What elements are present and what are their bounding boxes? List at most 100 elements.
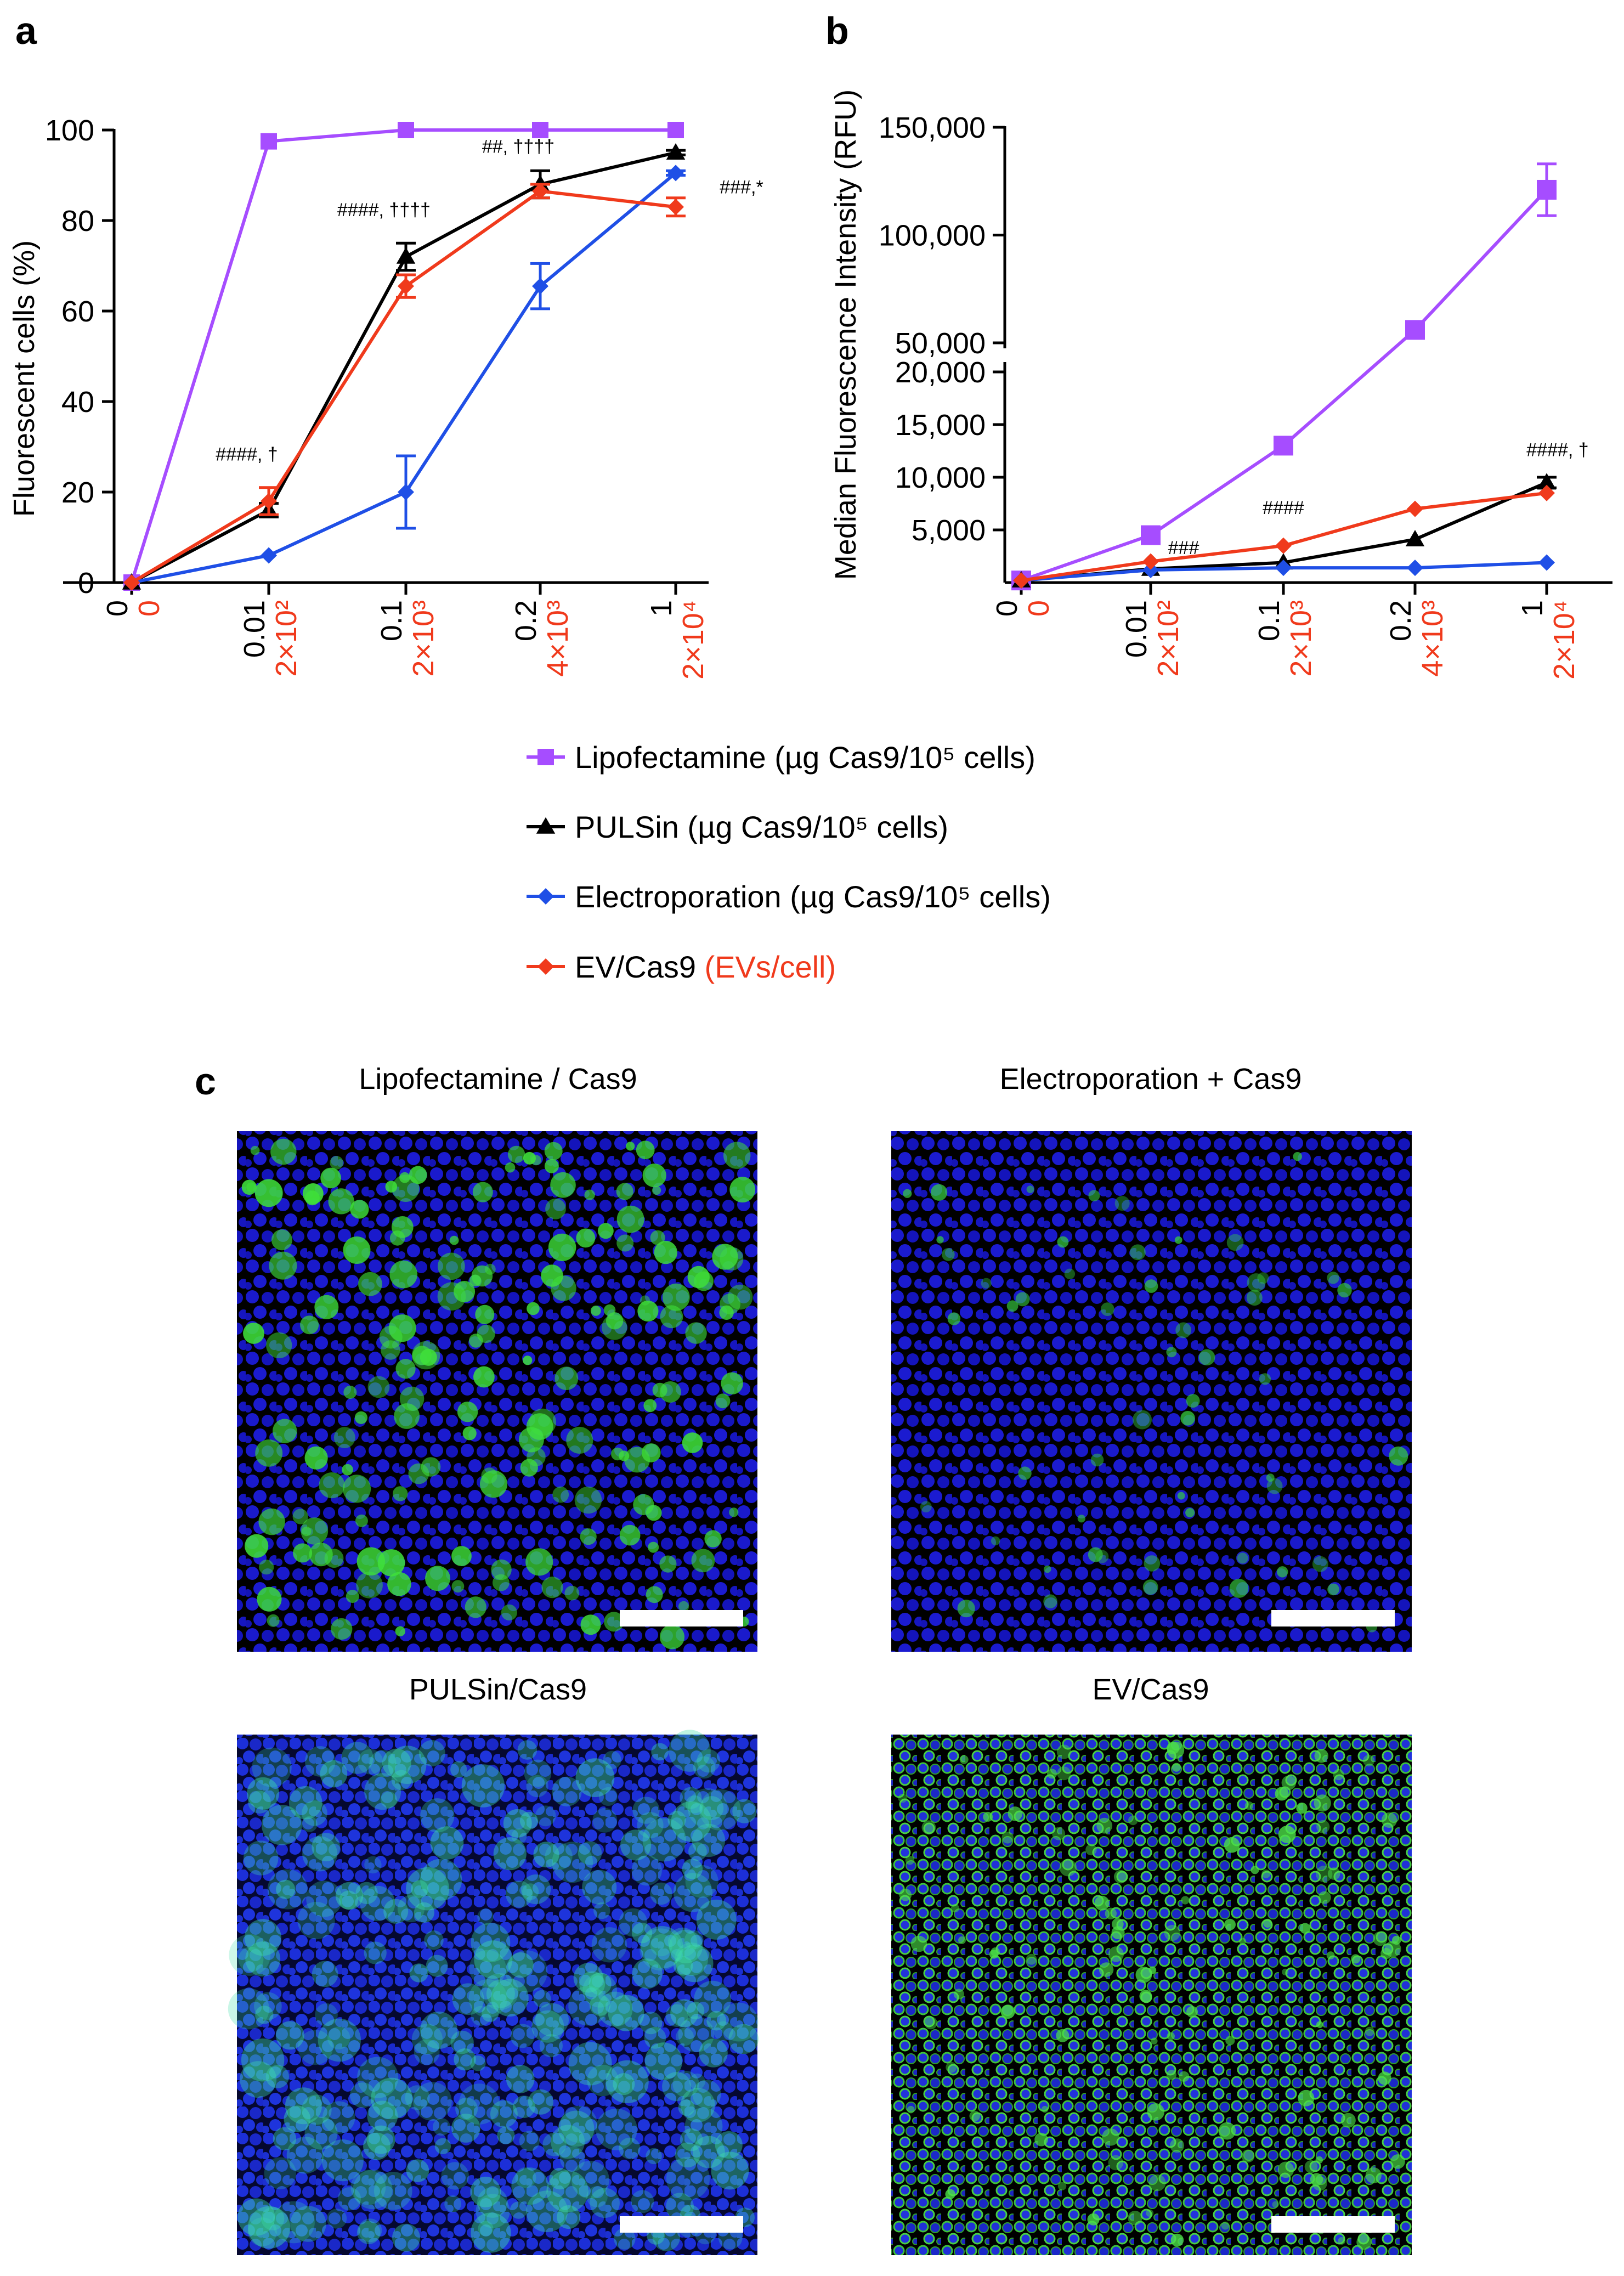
green-cell xyxy=(608,1995,644,2031)
legend-marker xyxy=(537,958,554,975)
green-cell xyxy=(472,1182,493,1202)
green-cell xyxy=(300,1315,319,1335)
green-cell xyxy=(406,2159,429,2182)
green-cell xyxy=(676,1944,714,1983)
green-cell xyxy=(312,1961,338,1987)
green-cell xyxy=(525,1548,553,1576)
green-cell xyxy=(1186,2006,1198,2018)
y-tick-label: 15,000 xyxy=(895,409,986,442)
green-cell xyxy=(552,1486,569,1503)
green-cell xyxy=(245,1941,281,1976)
green-cell xyxy=(728,2024,759,2054)
green-cell xyxy=(642,1443,661,1462)
green-cell xyxy=(341,1742,374,1774)
green-cell xyxy=(637,1812,664,1839)
green-cell xyxy=(571,2161,609,2199)
green-cell xyxy=(519,1427,544,1453)
green-cell xyxy=(1001,1832,1014,1844)
green-cell xyxy=(1365,2167,1382,2184)
green-cell xyxy=(302,1800,327,1826)
green-cell xyxy=(1056,1744,1071,1759)
green-cell xyxy=(285,2087,322,2125)
legend-label-red: (EVs/cell) xyxy=(696,950,836,984)
green-cell xyxy=(363,2132,391,2160)
green-cell xyxy=(273,2201,315,2244)
chart-b-y-axis-title: Median Fluorescence Intensity (RFU) xyxy=(829,89,862,580)
green-cell xyxy=(1278,1826,1296,1843)
green-cell xyxy=(947,1312,961,1325)
green-cell xyxy=(517,1740,537,1760)
green-cell xyxy=(491,1979,529,2017)
legend-item-electroporation: Electroporation (µg Cas9/10⁵ cells) xyxy=(527,879,1051,914)
green-cell xyxy=(1008,1806,1022,1821)
chart-a-y-axis-title: Fluorescent cells (%) xyxy=(8,240,41,517)
green-cell xyxy=(420,1798,455,1833)
scale-bar xyxy=(620,1610,743,1626)
green-cell xyxy=(991,1536,1000,1546)
green-cell xyxy=(686,1795,704,1814)
green-cell xyxy=(315,2003,338,2026)
green-cell xyxy=(267,1869,308,1910)
green-cell xyxy=(1057,1236,1069,1248)
green-cell xyxy=(1296,1802,1308,1814)
green-cell xyxy=(694,1980,731,2018)
green-cell xyxy=(326,2209,347,2229)
green-cell xyxy=(229,1934,271,1976)
green-cell xyxy=(526,2190,568,2233)
green-cell xyxy=(451,1580,465,1593)
green-cell xyxy=(674,1956,693,1976)
green-cell xyxy=(381,1340,400,1360)
green-cell xyxy=(704,1530,722,1548)
green-cell xyxy=(468,1979,507,2018)
green-cell xyxy=(1316,1820,1330,1834)
green-cell xyxy=(633,1494,654,1515)
green-cell xyxy=(957,1600,975,1618)
series-line xyxy=(131,172,677,584)
scale-bar xyxy=(1271,2216,1395,2233)
green-cell xyxy=(720,1294,741,1314)
green-cell xyxy=(527,1302,540,1315)
green-cell xyxy=(255,2006,274,2024)
green-cell xyxy=(1166,1347,1177,1358)
green-cell xyxy=(513,2096,535,2119)
green-cell xyxy=(587,2064,619,2097)
green-cell xyxy=(659,1555,677,1573)
green-cell xyxy=(662,2072,692,2102)
green-cell xyxy=(330,1156,343,1170)
green-cell xyxy=(388,1314,416,1342)
green-cell xyxy=(729,1507,739,1517)
green-cell xyxy=(1059,1859,1077,1877)
green-cell xyxy=(505,1950,548,1992)
green-cell xyxy=(727,1284,753,1310)
green-cell xyxy=(699,1789,741,1831)
data-point xyxy=(261,547,277,564)
green-cell xyxy=(293,1543,313,1563)
green-cell xyxy=(454,2048,476,2071)
green-cell xyxy=(374,2172,412,2210)
green-cell xyxy=(515,2167,536,2188)
green-cell xyxy=(1088,1190,1100,1202)
green-cell xyxy=(286,2137,324,2174)
green-cell xyxy=(1112,1918,1124,1930)
green-cell xyxy=(564,1585,580,1601)
green-cell xyxy=(395,1626,405,1636)
series-ev-cas9 xyxy=(1013,484,1555,589)
green-cell xyxy=(454,1281,476,1302)
green-cell xyxy=(1257,1272,1269,1284)
green-cell xyxy=(692,2136,725,2168)
green-cell xyxy=(1130,1244,1146,1261)
data-point xyxy=(261,133,277,150)
green-cell xyxy=(1327,1583,1339,1596)
green-cell xyxy=(670,1999,699,2027)
green-cell xyxy=(552,1842,593,1883)
green-cell xyxy=(666,2156,710,2200)
green-cell xyxy=(642,1818,686,1862)
green-cell xyxy=(641,1926,683,1969)
green-cell xyxy=(568,1986,608,2026)
green-cell xyxy=(1166,2070,1176,2080)
scale-bar xyxy=(620,2216,743,2233)
micrograph-pulsin xyxy=(228,1730,759,2255)
green-cell xyxy=(1128,2211,1142,2226)
x-tick-label-red: 4×10³ xyxy=(541,600,574,677)
green-cell xyxy=(1259,1373,1271,1385)
